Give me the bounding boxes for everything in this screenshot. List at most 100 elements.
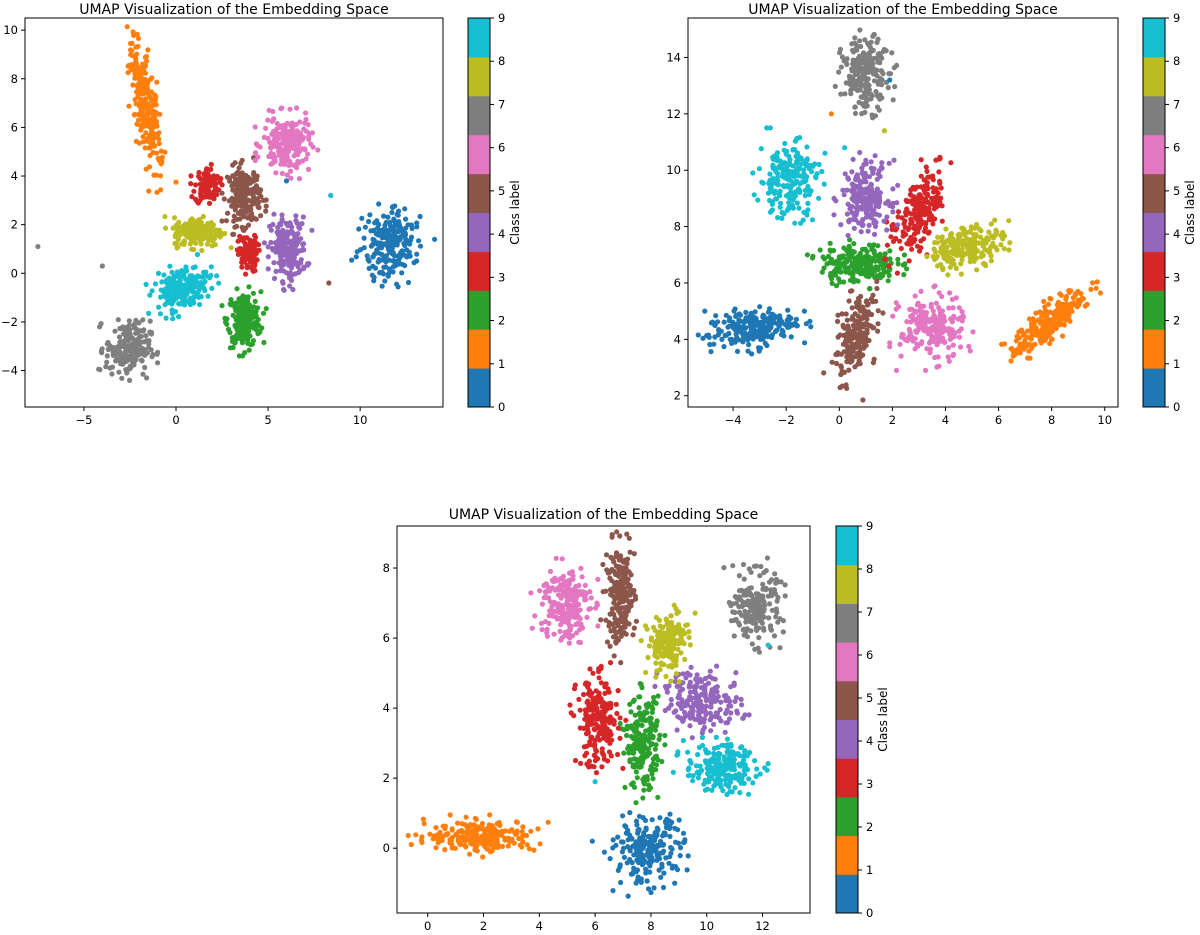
data-point-class-7 xyxy=(863,85,869,91)
data-point-class-6 xyxy=(267,139,273,145)
data-point-class-1 xyxy=(1057,320,1063,327)
data-point-class-2 xyxy=(251,304,257,310)
data-point-class-0 xyxy=(762,333,768,339)
data-point-class-5 xyxy=(258,213,264,219)
data-point-class-7 xyxy=(857,56,863,62)
data-point-class-0 xyxy=(675,827,681,833)
data-point-class-4 xyxy=(283,253,290,259)
data-point-class-2 xyxy=(870,256,876,262)
data-point-class-8 xyxy=(983,240,989,246)
data-point-class-6 xyxy=(946,305,952,311)
data-point-class-0 xyxy=(386,257,392,263)
data-point-class-9 xyxy=(798,173,804,179)
data-point-class-6 xyxy=(296,176,303,182)
data-point-class-1 xyxy=(1016,329,1022,335)
data-point-class-2 xyxy=(901,272,907,278)
data-point-class-6 xyxy=(914,320,920,327)
data-point-class-5 xyxy=(868,296,875,302)
data-point-class-9 xyxy=(187,273,193,279)
data-point-class-7 xyxy=(877,60,883,66)
data-point-class-7 xyxy=(886,71,892,77)
data-point-class-5 xyxy=(253,183,260,189)
data-point-class-1 xyxy=(1008,358,1014,364)
colorbar-tick-label: 9 xyxy=(1173,11,1180,25)
data-point-class-6 xyxy=(936,363,942,369)
data-point-class-6 xyxy=(273,170,279,176)
data-point-class-9 xyxy=(772,190,778,196)
data-point-class-5 xyxy=(235,184,241,190)
data-point-class-9 xyxy=(751,192,757,198)
data-point-class-3 xyxy=(237,233,243,239)
data-point-class-9 xyxy=(168,293,174,299)
data-point-class-4 xyxy=(867,201,873,207)
data-point-class-5 xyxy=(249,210,255,217)
data-point-class-1 xyxy=(1040,333,1047,339)
data-point-class-0 xyxy=(669,865,675,871)
data-point-class-7 xyxy=(837,50,843,56)
data-point-class-2 xyxy=(657,732,663,738)
data-point-class-9 xyxy=(764,125,770,131)
data-point-class-5 xyxy=(848,328,854,334)
data-point-class-1 xyxy=(475,826,481,833)
data-point-class-6 xyxy=(253,141,259,147)
data-point-class-2 xyxy=(646,726,652,733)
data-point-class-6 xyxy=(282,127,288,133)
data-point-class-0 xyxy=(652,835,658,841)
data-point-class-4 xyxy=(845,201,851,207)
data-point-class-3 xyxy=(924,180,931,186)
data-point-class-6 xyxy=(897,341,903,347)
data-point-class-1 xyxy=(1030,332,1036,338)
data-point-class-4 xyxy=(268,239,274,246)
umap-scatter-plot-1: UMAP Visualization of the Embedding Spac… xyxy=(1,2,522,427)
data-point-class-1 xyxy=(140,61,146,67)
data-point-class-1 xyxy=(421,821,427,827)
data-point-class-5 xyxy=(253,216,259,222)
data-point-class-8 xyxy=(222,230,228,237)
data-point-class-2 xyxy=(844,247,850,254)
data-point-class-0 xyxy=(680,830,687,836)
data-point-class-2 xyxy=(877,271,883,277)
data-point-class-6 xyxy=(914,341,920,347)
data-point-class-0 xyxy=(635,830,641,836)
data-point-class-3 xyxy=(924,168,930,174)
colorbar-tick-label: 0 xyxy=(498,400,505,414)
data-point-class-2 xyxy=(648,763,654,770)
data-point-class-2 xyxy=(847,237,853,243)
data-point-class-5 xyxy=(837,384,843,391)
data-point-class-0 xyxy=(395,253,401,259)
data-point-class-1 xyxy=(1094,279,1100,285)
data-point-class-3 xyxy=(926,209,933,215)
data-point-class-9 xyxy=(769,201,775,207)
data-point-class-4 xyxy=(874,176,880,182)
data-point-class-5 xyxy=(234,195,240,202)
data-point-class-9 xyxy=(149,288,155,294)
data-point-class-1 xyxy=(148,125,154,131)
data-point-class-3 xyxy=(193,182,199,188)
data-point-class-6 xyxy=(936,305,942,311)
data-point-class-9 xyxy=(788,185,794,191)
data-point-class-2 xyxy=(846,243,852,249)
data-point-class-5 xyxy=(862,335,868,341)
y-tick-label: 2 xyxy=(11,218,18,232)
data-point-class-2 xyxy=(804,252,811,258)
data-point-class-4 xyxy=(845,232,851,239)
data-point-class-2 xyxy=(831,268,837,274)
data-point-class-2 xyxy=(631,784,638,790)
data-point-class-1 xyxy=(154,79,160,85)
data-point-class-7 xyxy=(131,322,138,328)
data-point-class-2 xyxy=(258,289,264,295)
colorbar-segment-1 xyxy=(468,329,490,369)
data-point-class-4 xyxy=(895,182,901,188)
data-point-class-1 xyxy=(499,843,505,850)
data-point-class-9 xyxy=(803,175,809,181)
data-point-class-0 xyxy=(409,225,415,232)
outlier-point-class-0 xyxy=(887,77,893,83)
data-point-class-1 xyxy=(405,832,411,839)
data-point-class-4 xyxy=(845,176,852,182)
colorbar-tick-label: 7 xyxy=(498,97,505,111)
data-point-class-4 xyxy=(270,221,276,228)
data-point-class-5 xyxy=(840,341,847,347)
data-point-class-3 xyxy=(930,201,936,207)
data-point-class-2 xyxy=(245,294,251,300)
data-point-class-7 xyxy=(142,364,148,371)
